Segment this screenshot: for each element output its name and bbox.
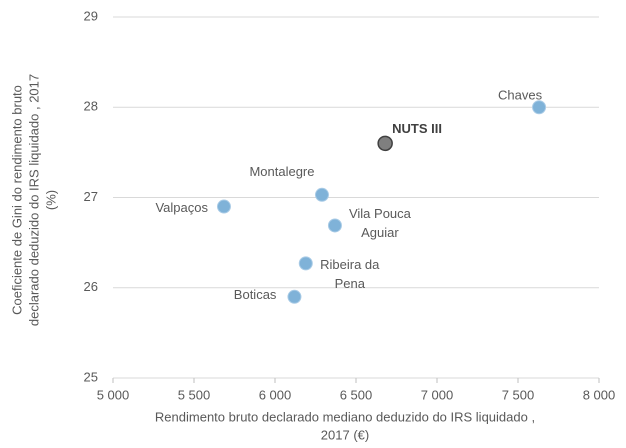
point-label: Vila Pouca: [349, 206, 412, 221]
x-tick-label: 8 000: [583, 387, 616, 402]
point-label: Valpaços: [155, 200, 208, 215]
y-axis-title: (%): [43, 190, 58, 210]
x-tick-label: 7 500: [502, 387, 535, 402]
y-axis-title: Coeficiente de Gini do rendimento bruto: [9, 85, 24, 315]
y-tick-label: 27: [84, 189, 98, 204]
point-label: Chaves: [498, 88, 543, 103]
point-label: Aguiar: [361, 225, 399, 240]
y-tick-label: 29: [84, 8, 98, 23]
y-tick-label: 26: [84, 279, 98, 294]
x-tick-label: 5 500: [178, 387, 211, 402]
point-label: Pena: [335, 276, 366, 291]
y-tick-label: 25: [84, 369, 98, 384]
x-tick-label: 5 000: [97, 387, 130, 402]
point-label: Boticas: [234, 287, 277, 302]
x-tick-label: 6 500: [340, 387, 373, 402]
point: [298, 256, 313, 271]
point: [532, 100, 547, 115]
point: [287, 289, 302, 304]
x-axis-title: 2017 (€): [321, 427, 369, 442]
y-tick-label: 28: [84, 99, 98, 114]
point: [377, 135, 393, 152]
point-label: NUTS III: [392, 121, 442, 136]
point-label: Montalegre: [249, 164, 314, 179]
y-axis-title: declarado deduzido do IRS liquidado , 20…: [26, 74, 41, 326]
point: [216, 199, 231, 214]
x-tick-label: 6 000: [259, 387, 292, 402]
point: [314, 187, 329, 202]
x-axis-title: Rendimento bruto declarado mediano deduz…: [155, 409, 535, 424]
x-tick-label: 7 000: [421, 387, 454, 402]
point: [327, 218, 342, 233]
point-label: Ribeira da: [320, 257, 380, 272]
